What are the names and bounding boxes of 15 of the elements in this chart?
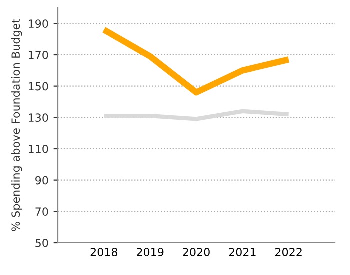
y-axis-title: % Spending above Foundation Budget: [11, 19, 22, 232]
y-tick-label: 190: [28, 20, 48, 28]
y-tick-label: 70: [36, 208, 48, 216]
y-tick-label: 50: [36, 238, 48, 248]
x-tick-label: 2018: [90, 248, 118, 256]
x-tick-label: 2020: [183, 248, 210, 256]
x-tick-label: 2022: [276, 248, 302, 256]
y-tick-label: 110: [28, 144, 48, 154]
x-tick-label: 2019: [137, 248, 164, 256]
line-series: [102, 109, 291, 122]
x-tick-label: 2021: [229, 248, 256, 256]
y-tick-label: 90: [36, 176, 48, 185]
y-tick-label: 130: [28, 114, 48, 122]
y-tick-label: 150: [28, 82, 48, 91]
y-tick-label: 170: [28, 50, 48, 60]
